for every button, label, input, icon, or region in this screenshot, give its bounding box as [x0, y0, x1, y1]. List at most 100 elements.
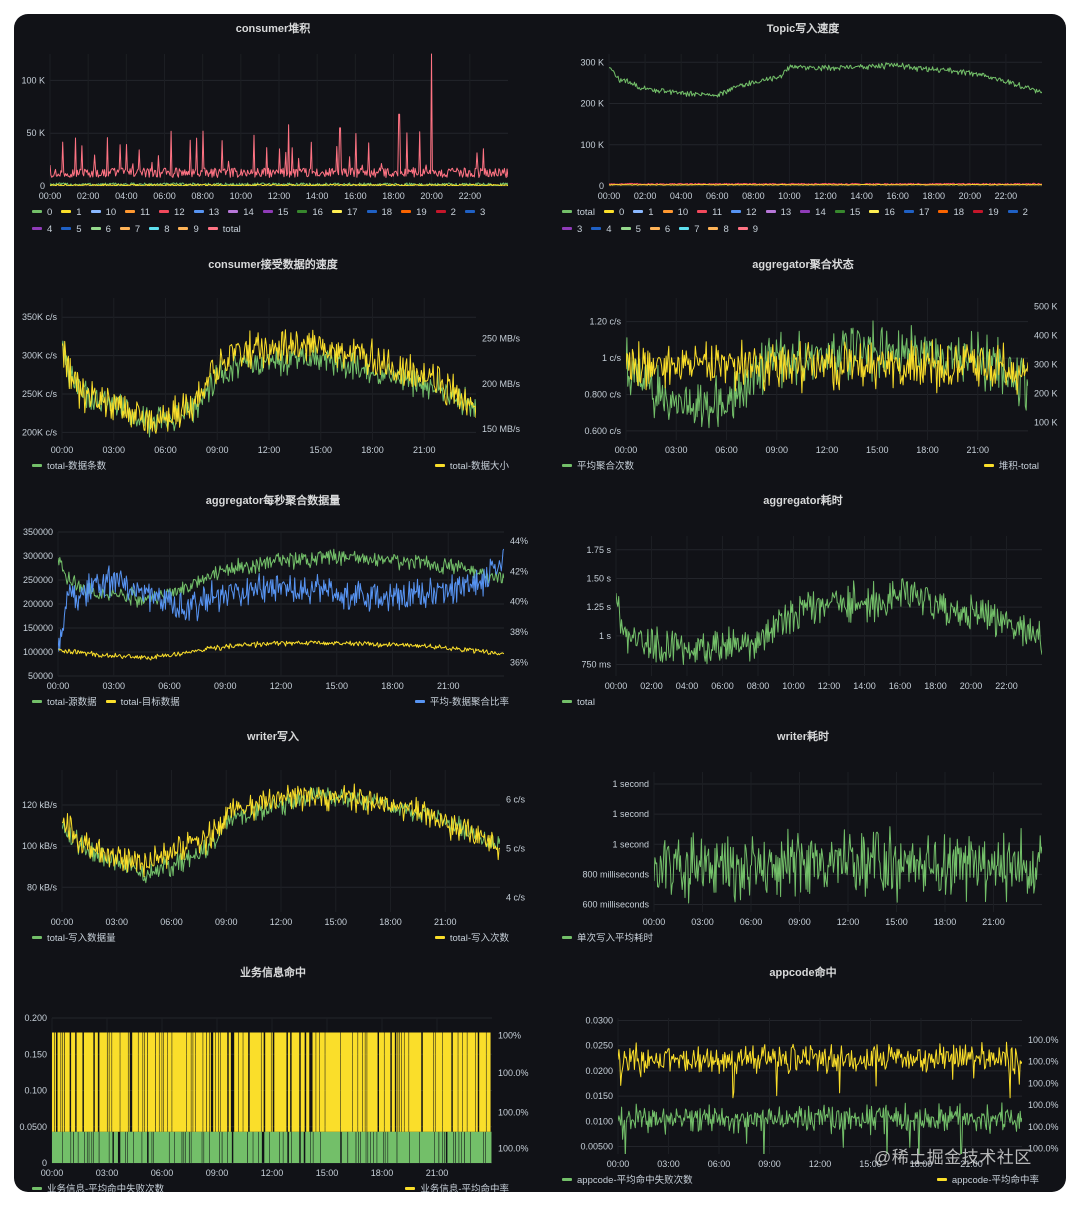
watermark: @稀土掘金技术社区 [874, 1148, 1032, 1167]
legend-item[interactable]: 13 [765, 204, 791, 221]
legend-item[interactable]: 4 [591, 221, 612, 238]
legend-item[interactable]: 6 [90, 221, 111, 238]
x-tick-label: 12:00 [814, 191, 837, 201]
panel-aggregator-latency[interactable]: aggregator耗时 750 ms 1 s 1.25 s 1.50 s 1.75 s 0… [544, 486, 1062, 722]
legend-label: 4 [606, 224, 612, 235]
legend-item[interactable]: 0 [32, 204, 52, 221]
x-tick-label: 18:00 [382, 191, 405, 201]
legend-item[interactable]: 业务信息-平均命中率 [405, 1181, 509, 1192]
x-tick-label: 21:00 [413, 445, 436, 455]
legend-item[interactable]: 业务信息-平均命中失败次数 [32, 1181, 164, 1192]
legend-item[interactable]: 单次写入平均耗时 [562, 930, 653, 947]
legend-item[interactable]: 19 [401, 204, 427, 221]
y2-tick-label: 36% [510, 657, 528, 667]
panel-consumer-backlog[interactable]: consumer堆积 0 50 K 100 K 00:00 02:00 04:00 06:00… [14, 14, 532, 250]
legend-item[interactable]: 2 [1007, 204, 1028, 221]
legend-swatch [297, 209, 308, 213]
legend-item[interactable]: 17 [903, 204, 929, 221]
legend-item[interactable]: 14 [228, 204, 254, 221]
legend-item[interactable]: total-源数据 [32, 694, 97, 711]
legend-item[interactable]: 16 [869, 204, 895, 221]
legend-swatch [1007, 209, 1018, 213]
x-tick-label: 00:00 [607, 1159, 630, 1169]
legend-item[interactable]: 11 [697, 204, 722, 221]
legend-item[interactable]: 17 [331, 204, 358, 221]
panel-title[interactable]: consumer接受数据的速度 [208, 259, 338, 271]
legend-item[interactable]: 7 [119, 221, 140, 238]
legend-item[interactable]: 平均-数据聚合比率 [414, 694, 509, 711]
legend-item[interactable]: 12 [159, 204, 185, 221]
x-tick-label: 04:00 [676, 681, 699, 691]
chart-svg: 50000 100000 150000 200000 250000 300000 35000… [23, 527, 528, 691]
legend-item[interactable]: total-数据大小 [434, 458, 509, 475]
legend: 0 1 10 11 12 13 14 15 16 17 18 19 2 3 4 5 6 7 8 9 total [32, 204, 514, 238]
panel-title[interactable]: Topic写入速度 [766, 23, 840, 35]
x-tick-label: 15:00 [866, 445, 889, 455]
legend-right: total-数据大小 [434, 458, 518, 475]
legend-item[interactable]: 5 [61, 221, 82, 238]
legend-item[interactable]: 5 [620, 221, 641, 238]
legend-item[interactable]: total-写入数据量 [32, 930, 116, 947]
legend-item[interactable]: 0 [603, 204, 624, 221]
legend-item[interactable]: 10 [90, 204, 116, 221]
panel-title[interactable]: aggregator聚合状态 [752, 259, 854, 271]
legend-item[interactable]: 15 [834, 204, 860, 221]
legend-swatch [125, 209, 136, 213]
panel-title[interactable]: aggregator每秒聚合数据量 [205, 495, 341, 507]
legend-item[interactable]: 3 [562, 221, 582, 238]
legend-item[interactable]: 2 [435, 204, 456, 221]
panel-title[interactable]: aggregator耗时 [763, 495, 843, 507]
legend-item[interactable]: 8 [149, 221, 169, 238]
panel-title[interactable]: 业务信息命中 [240, 967, 306, 979]
legend-item[interactable]: 9 [737, 221, 758, 238]
legend-item[interactable]: 19 [973, 204, 999, 221]
panel-title[interactable]: appcode命中 [769, 967, 837, 979]
legend-item[interactable]: 平均聚合次数 [562, 458, 634, 475]
legend-item[interactable]: 13 [193, 204, 219, 221]
legend-item[interactable]: 7 [679, 221, 699, 238]
panel-aggregator-per-second[interactable]: aggregator每秒聚合数据量 50000 100000 150000 200000… [14, 486, 532, 722]
legend-item[interactable]: 4 [32, 221, 52, 238]
legend-item[interactable]: total-写入次数 [434, 930, 509, 947]
legend-item[interactable]: 18 [938, 204, 964, 221]
legend-item[interactable]: appcode-平均命中率 [936, 1172, 1039, 1189]
legend-item[interactable]: 11 [125, 204, 150, 221]
legend-item[interactable]: appcode-平均命中失败次数 [562, 1172, 693, 1189]
legend-item[interactable]: 10 [662, 204, 688, 221]
panel-title[interactable]: consumer堆积 [235, 23, 311, 35]
panel-title[interactable]: writer耗时 [777, 731, 829, 743]
legend-item[interactable]: 14 [800, 204, 826, 221]
legend-item[interactable]: 6 [649, 221, 670, 238]
panel-writer-latency[interactable]: writer耗时 600 milliseconds 800 milliseconds… [544, 722, 1062, 958]
legend-item[interactable]: 12 [731, 204, 757, 221]
legend-item[interactable]: total [207, 221, 241, 238]
legend-swatch [562, 699, 572, 703]
legend-item[interactable]: 18 [366, 204, 392, 221]
panel-business-hit[interactable]: 业务信息命中 0 0.0500 0.100 0.150 0.200 100.0% 100.0%… [14, 958, 532, 1192]
legend-item[interactable]: 3 [464, 204, 485, 221]
y2-tick-label: 42% [510, 566, 528, 576]
legend-item[interactable]: 1 [61, 204, 82, 221]
panel-appcode-hit[interactable]: appcode命中 0.00500 0.0100 0.0150 0.0200 0.0250… [544, 958, 1062, 1192]
legend-item[interactable]: 9 [178, 221, 199, 238]
series-0 [50, 182, 508, 186]
legend-item[interactable]: total-目标数据 [105, 694, 180, 711]
legend-item[interactable]: 8 [708, 221, 729, 238]
x-tick-label: 14:00 [853, 681, 876, 691]
legend-item[interactable]: total [562, 204, 595, 221]
panel-title[interactable]: writer写入 [247, 731, 299, 743]
panel-aggregator-state[interactable]: aggregator聚合状态 0.600 c/s 0.800 c/s 1 c/s 1.2… [544, 250, 1062, 486]
panel-writer-write[interactable]: writer写入 80 kB/s 100 kB/s 120 kB/s 4 c/s 5 c/… [14, 722, 532, 958]
legend-item[interactable]: 1 [633, 204, 654, 221]
legend-swatch [731, 209, 742, 213]
legend-item[interactable]: 15 [262, 204, 288, 221]
legend-item[interactable]: 堆积-total [983, 458, 1039, 475]
x-tick-label: 10:00 [782, 681, 805, 691]
legend-item[interactable]: total [562, 694, 595, 711]
panel-consumer-receive-rate[interactable]: consumer接受数据的速度 200K c/s 250K c/s 300K c/s 3… [14, 250, 532, 486]
y-tick-label: 1 second [612, 809, 649, 819]
panel-topic-write-rate[interactable]: Topic写入速度 0 100 K 200 K 300 K 00:00 02:00 04:00… [544, 14, 1062, 250]
legend-item[interactable]: total-数据条数 [32, 458, 106, 475]
legend-item[interactable]: 16 [297, 204, 323, 221]
chart-svg: 200K c/s 250K c/s 300K c/s 350K c/s 150 MB/s… [22, 298, 521, 455]
